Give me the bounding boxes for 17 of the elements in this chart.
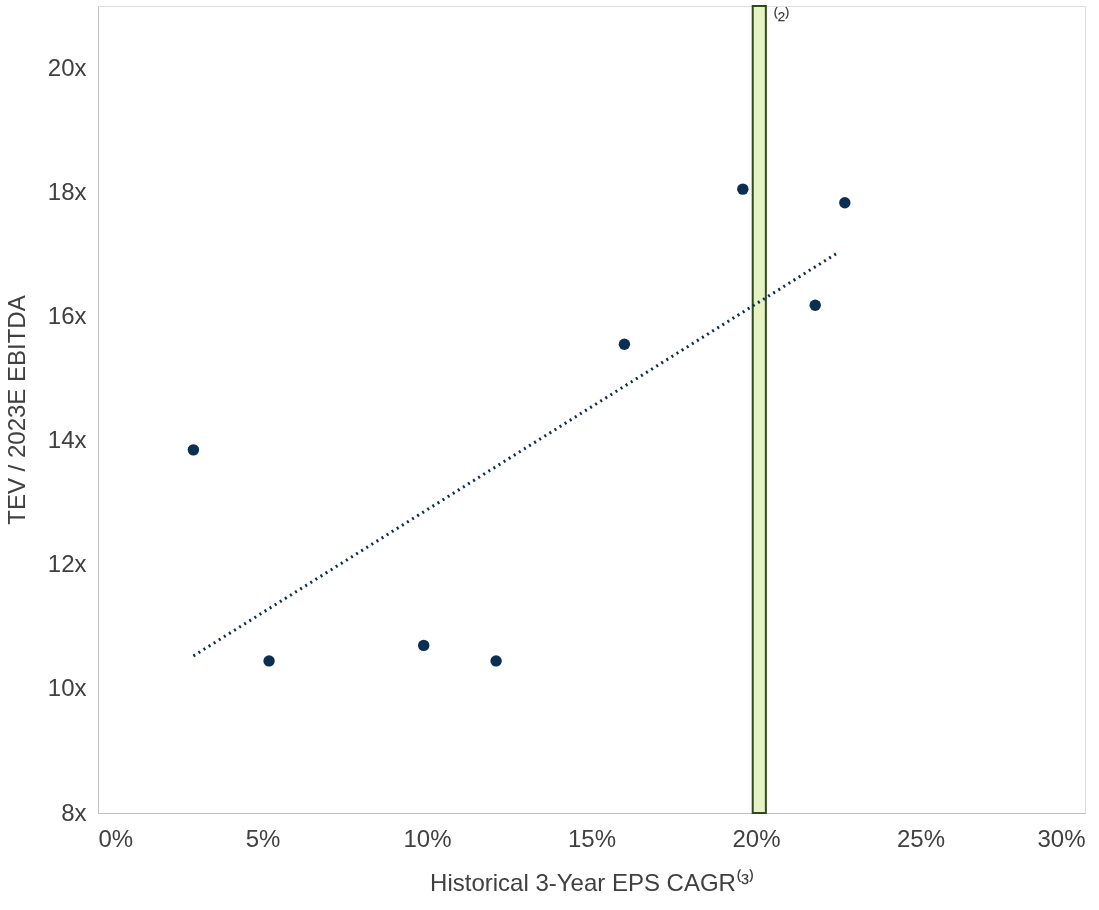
y-tick-label: 20x	[47, 53, 87, 81]
y-tick-label: 18x	[47, 177, 87, 205]
band-label: ⁽²⁾	[772, 7, 790, 32]
y-tick-label: 14x	[47, 426, 87, 454]
x-tick-label: 20%	[732, 824, 781, 852]
y-axis-title: TEV / 2023E EBITDA	[2, 295, 30, 525]
x-tick-label: 30%	[1037, 824, 1086, 852]
x-axis-title: Historical 3-Year EPS CAGR⁽³⁾	[430, 868, 754, 896]
x-tick-label: 10%	[403, 824, 452, 852]
y-tick-label: 16x	[47, 301, 87, 329]
y-tick-label: 12x	[47, 550, 87, 578]
x-tick-label: 25%	[896, 824, 946, 852]
x-tick-label: 15%	[567, 824, 617, 852]
y-tick-label: 10x	[47, 674, 87, 702]
x-tick-label: 0%	[98, 824, 134, 852]
y-tick-label: 8x	[61, 798, 87, 826]
x-tick-label: 5%	[245, 824, 281, 852]
